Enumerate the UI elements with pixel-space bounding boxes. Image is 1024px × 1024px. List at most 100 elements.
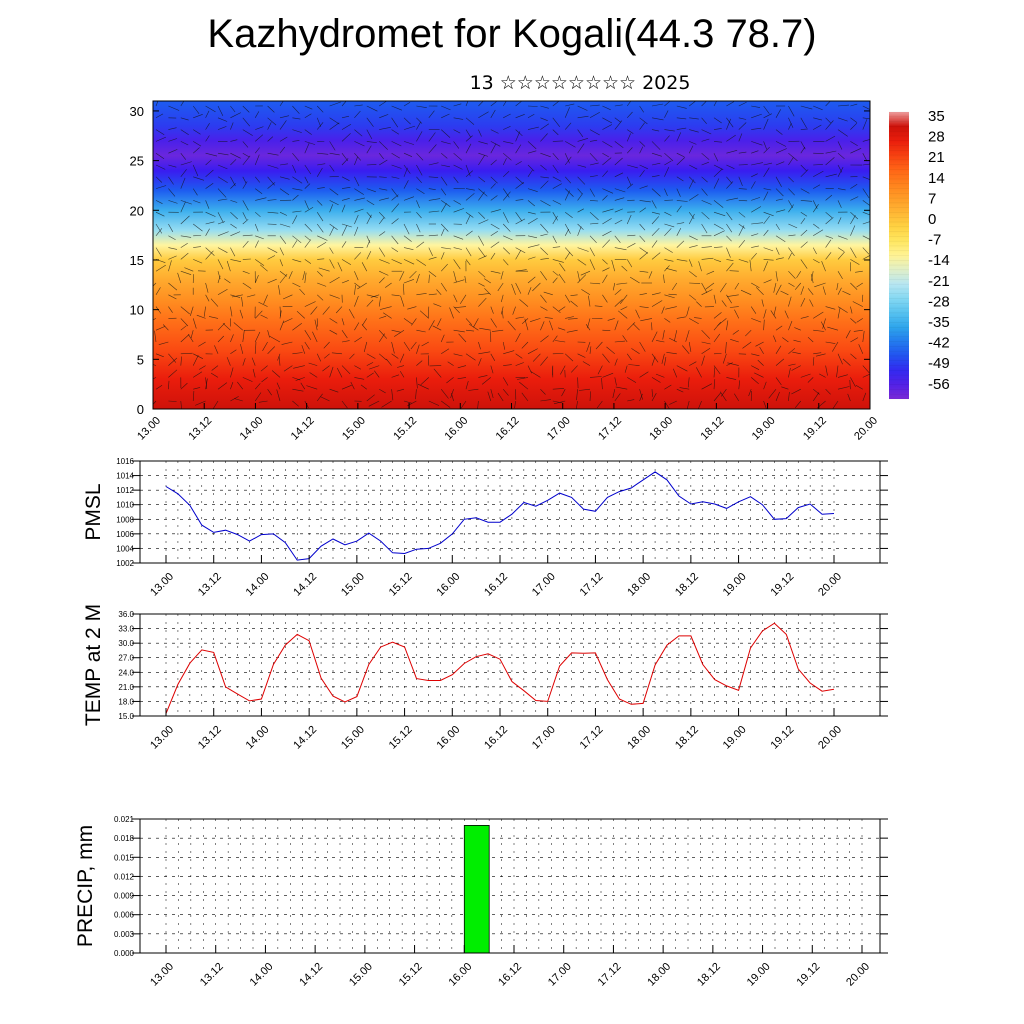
wind-vector xyxy=(403,223,410,235)
wind-vector xyxy=(378,211,386,219)
wind-vector xyxy=(366,250,372,260)
wind-vector xyxy=(558,306,566,312)
wind-vector xyxy=(354,295,359,307)
wind-vector xyxy=(217,188,227,198)
wind-vector xyxy=(540,399,551,402)
wind-vector xyxy=(614,208,623,213)
wind-vector xyxy=(399,353,405,363)
wind-vector xyxy=(212,400,219,409)
wind-vector xyxy=(862,255,870,260)
wind-vector xyxy=(552,277,558,284)
chart-title: Kazhydromet for Kogali(44.3 78.7) xyxy=(207,12,817,56)
wind-vector xyxy=(726,294,732,304)
wind-vector xyxy=(503,126,511,130)
wind-vector xyxy=(354,197,365,201)
colorbar-label: 28 xyxy=(928,129,945,146)
wind-vector xyxy=(329,152,340,156)
wind-vector xyxy=(855,384,863,390)
wind-vector xyxy=(217,117,228,122)
wind-vector xyxy=(763,381,767,390)
wind-vector xyxy=(751,353,760,357)
wind-vector xyxy=(602,141,613,148)
precip-y-label: PRECIP, mm xyxy=(74,825,97,947)
wind-vector xyxy=(627,243,636,248)
temp-x-tick-label: 20.00 xyxy=(816,724,844,752)
wind-vector xyxy=(242,200,249,211)
wind-vector xyxy=(726,117,734,128)
wind-vector xyxy=(713,365,721,375)
wind-vector xyxy=(515,212,523,222)
wind-vector xyxy=(260,264,268,272)
wind-vector xyxy=(788,252,792,260)
wind-vector xyxy=(775,109,781,118)
wind-vector xyxy=(800,241,808,248)
wind-vector xyxy=(713,367,716,378)
wind-vector xyxy=(155,152,165,160)
wind-vector xyxy=(850,215,856,225)
wind-vector xyxy=(862,294,864,302)
wind-vector xyxy=(403,283,405,295)
wind-vector xyxy=(589,346,592,354)
wind-vector xyxy=(847,393,851,402)
wind-vector xyxy=(850,337,859,343)
temp-y-tick-label: 33.0 xyxy=(118,625,134,634)
wind-vector xyxy=(552,164,559,174)
wind-vector xyxy=(668,293,677,296)
wind-vector xyxy=(628,364,640,366)
wind-vector xyxy=(251,357,256,366)
wind-vector xyxy=(577,226,582,236)
wind-vector xyxy=(651,117,664,121)
wind-vector xyxy=(354,156,358,166)
wind-vector xyxy=(788,282,795,287)
wind-vector xyxy=(856,318,863,323)
wind-vector xyxy=(292,235,302,244)
wind-vector xyxy=(465,143,472,154)
wind-vector xyxy=(822,318,826,329)
wind-vector xyxy=(271,370,281,378)
temp-series-line xyxy=(165,622,835,714)
wind-vector xyxy=(763,279,772,284)
wind-vector xyxy=(837,129,848,137)
wind-vector xyxy=(813,105,823,111)
wind-vector xyxy=(168,369,178,378)
wind-vector xyxy=(570,365,578,373)
precip-x-tick-label: 19.12 xyxy=(794,961,822,989)
wind-vector xyxy=(428,320,435,331)
wind-vector xyxy=(279,247,284,256)
wind-vector xyxy=(428,176,439,178)
pmsl-y-label: PMSL xyxy=(82,483,105,540)
wind-vector xyxy=(800,211,808,217)
wind-vector xyxy=(555,340,566,343)
wind-vector xyxy=(168,200,178,204)
wind-vector xyxy=(168,353,177,363)
wind-vector xyxy=(391,389,394,401)
wind-vector xyxy=(193,129,201,135)
wind-vector xyxy=(564,353,574,362)
wind-vector xyxy=(552,306,561,314)
wind-vector xyxy=(481,377,491,385)
wind-vector xyxy=(354,377,365,380)
wind-vector xyxy=(800,286,805,295)
wind-vector xyxy=(379,259,390,264)
wind-vector xyxy=(299,288,306,296)
wind-vector xyxy=(738,188,747,190)
wind-vector xyxy=(354,282,361,288)
wind-vector xyxy=(329,366,334,378)
precip-grid xyxy=(140,818,880,954)
wind-vector xyxy=(230,105,236,113)
wind-vector xyxy=(341,280,349,284)
wind-vector xyxy=(329,294,340,299)
wind-vector xyxy=(800,218,806,225)
wind-vector xyxy=(689,117,699,120)
wind-vector xyxy=(775,148,787,154)
wind-vector xyxy=(589,111,600,119)
colorbar-label: 7 xyxy=(928,190,936,207)
wind-vector xyxy=(416,117,423,124)
wind-vector xyxy=(837,217,842,225)
wind-vector xyxy=(852,301,863,307)
wind-vector xyxy=(316,167,323,177)
precip-x-tick-label: 14.12 xyxy=(297,961,325,989)
wind-vector xyxy=(230,152,241,159)
wind-vector xyxy=(193,141,202,147)
wind-vector xyxy=(180,161,192,166)
